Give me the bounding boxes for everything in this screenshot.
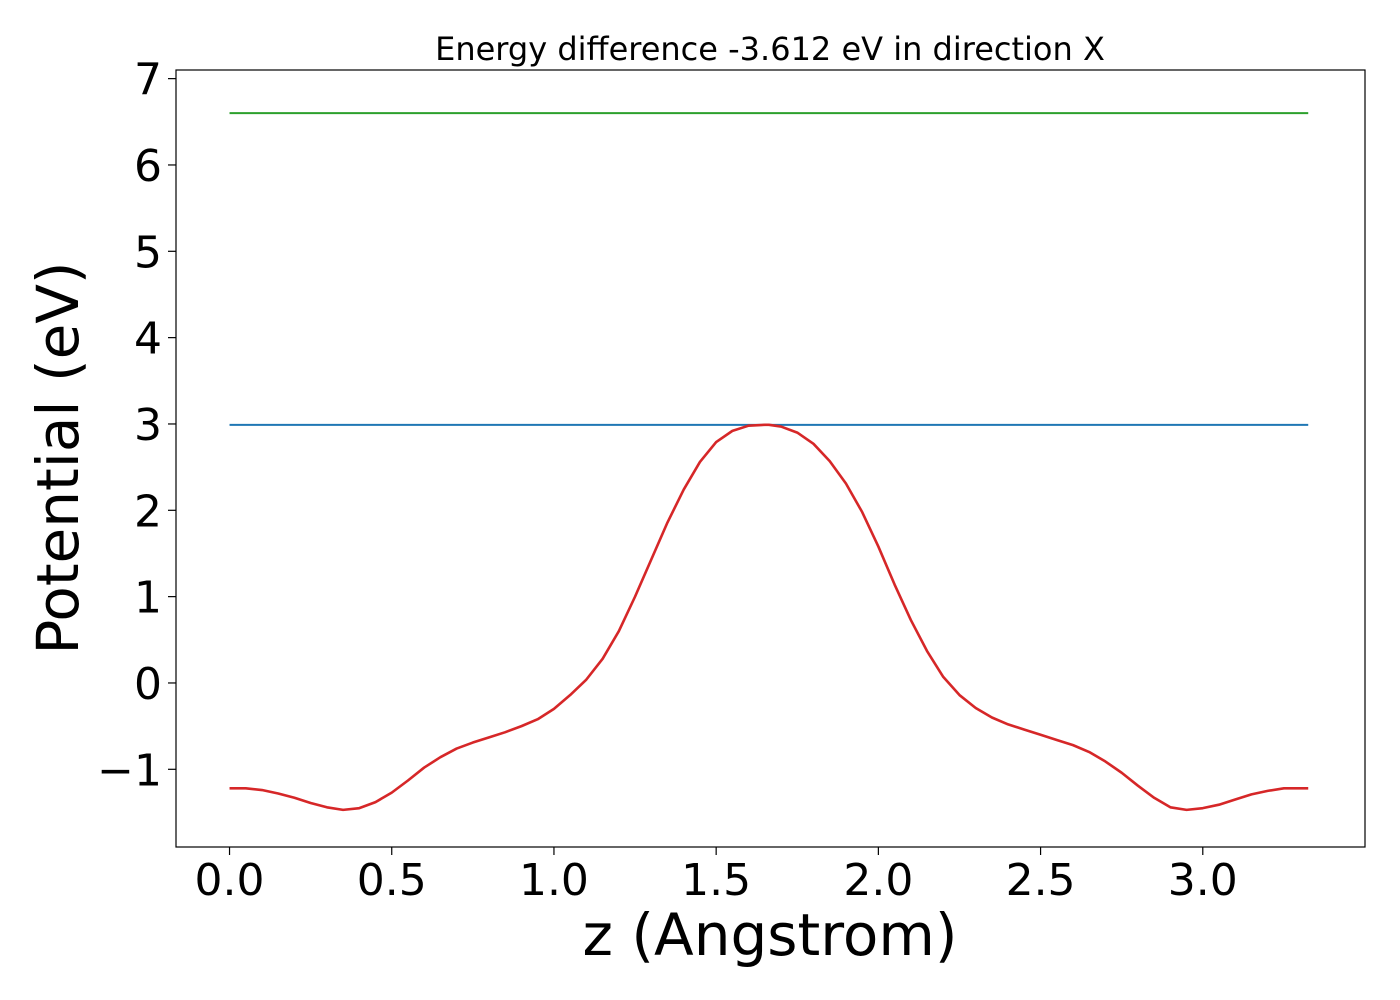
y-axis-label: Potential (eV) — [24, 261, 92, 654]
x-tick-label: 3.0 — [1168, 855, 1238, 906]
plot-frame — [175, 69, 1366, 848]
x-tick-label: 0.0 — [195, 855, 265, 906]
y-tick-label: −1 — [97, 745, 162, 796]
y-tick-label: 2 — [134, 486, 162, 537]
y-tick-label: 5 — [134, 227, 162, 278]
chart-title: Energy difference -3.612 eV in direction… — [435, 30, 1105, 68]
axes-layer: 0.0 0.5 1.0 1.5 2.0 2.5 3.0 −1 0 1 2 3 4 5 6 7 — [97, 55, 1366, 906]
x-axis-label: z (Angstrom) — [583, 901, 958, 969]
y-tick-label: 3 — [134, 400, 162, 451]
y-tick-label: 7 — [134, 55, 162, 106]
series-line-3 — [229, 423, 1309, 812]
y-tick-label: 6 — [134, 141, 162, 192]
x-tick-label: 2.5 — [1006, 855, 1076, 906]
series-layer — [229, 112, 1309, 812]
x-tick-label: 1.0 — [519, 855, 589, 906]
y-tick-label: 4 — [134, 314, 162, 365]
x-tick-label: 0.5 — [357, 855, 427, 906]
y-tick-label: 0 — [134, 659, 162, 710]
y-tick-label: 1 — [134, 573, 162, 624]
x-tick-label: 1.5 — [681, 855, 751, 906]
x-tick-label: 2.0 — [843, 855, 913, 906]
